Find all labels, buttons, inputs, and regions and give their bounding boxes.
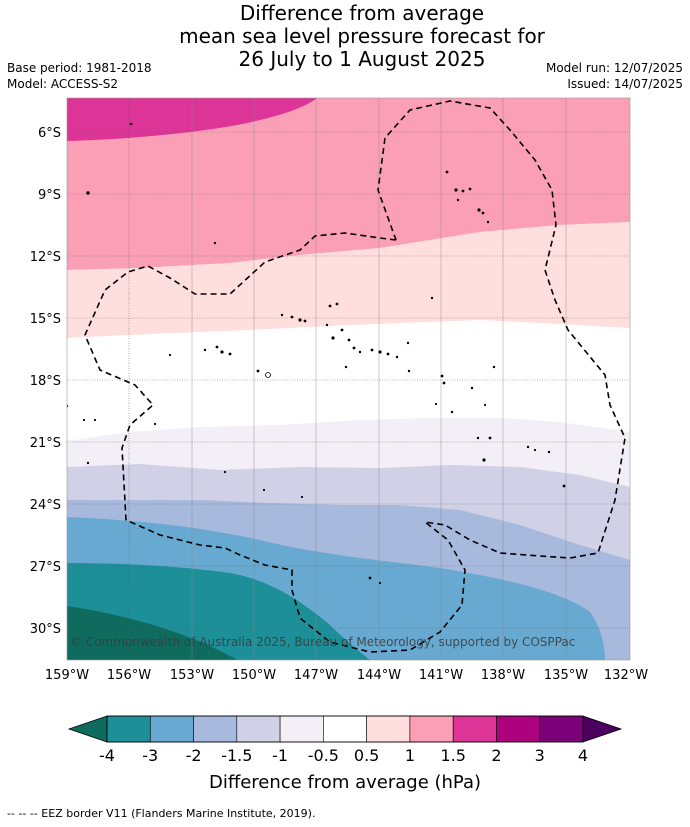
colorbar-tick-label: 4 [578,746,588,765]
colorbar-cell [452,715,497,743]
lon-label: 138°W [481,668,525,683]
colorbar-cell [409,715,454,743]
colorbar-cell [236,715,281,743]
map-frame [66,97,631,661]
lon-label: 132°W [604,668,648,683]
lat-label: 6°S [38,126,61,141]
colorbar-cell [366,715,411,743]
issued-date: Issued: 14/07/2025 [567,77,683,91]
lat-axis: 6°S 9°S 12°S 15°S 18°S 21°S 24°S 27°S 30… [30,126,61,637]
lon-label: 159°W [45,668,89,683]
colorbar-cell [279,715,324,743]
lat-label: 30°S [30,622,61,637]
colorbar-tick-label: -0.5 [308,746,339,765]
colorbar-cell [193,715,238,743]
colorbar-tick-label: -4 [99,746,115,765]
colorbar-tick-label: -2 [186,746,202,765]
colorbar-extend-high [582,715,623,743]
colorbar-cell [323,715,367,743]
lon-label: 141°W [419,668,463,683]
colorbar-tick-label: 3 [535,746,545,765]
colorbar-tick-label: 1.5 [440,746,465,765]
map-area: © Commonwealth of Australia 2025, Bureau… [67,98,630,660]
lat-label: 24°S [30,498,61,513]
lon-axis: 159°W 156°W 153°W 150°W 147°W 144°W 141°… [45,668,648,683]
colorbar-tick-label: 1 [405,746,415,765]
colorbar-label: Difference from average (hPa) [209,772,481,793]
colorbar-tick-label: -1 [272,746,288,765]
model-run: Model run: 12/07/2025 [545,61,683,75]
islands [67,122,566,585]
lat-label: 12°S [30,250,61,265]
lon-label: 150°W [232,668,276,683]
map-gridlines [67,98,630,660]
band-pink [67,98,630,270]
colorbar-cell [106,715,151,743]
lat-label: 15°S [30,312,61,327]
lon-label: 144°W [357,668,401,683]
band-light-pink [67,222,630,338]
copyright-notice: © Commonwealth of Australia 2025, Bureau… [70,635,575,649]
eez-legend: -- -- -- EEZ border V11 (Flanders Marine… [7,807,316,820]
lon-label: 147°W [294,668,338,683]
meta-left: Base period: 1981-2018 Model: ACCESS-S2 [7,60,152,92]
colorbar-extend-low [67,715,108,743]
colorbar: -4 -3 -2 -1.5 -1 -0.5 0.5 1 1.5 2 3 4 Difference fr… [67,715,623,793]
meta-right: Model run: 12/07/2025 Issued: 14/07/2025 [546,60,683,92]
colorbar-cell [496,715,541,743]
colorbar-cell [539,715,584,743]
colorbar-tick-label: -3 [142,746,158,765]
lat-label: 9°S [38,188,61,203]
title-line-1: Difference from average [239,1,485,25]
lon-label: 135°W [544,668,588,683]
colorbar-tick-label: 0.5 [354,746,379,765]
title-line-2: mean sea level pressure forecast for [179,24,545,48]
model-name: Model: ACCESS-S2 [7,77,119,91]
colorbar-tick-label: 2 [491,746,501,765]
colorbar-cell [149,715,194,743]
lat-label: 27°S [30,560,61,575]
colorbar-outline [106,715,584,743]
lon-label: 153°W [170,668,214,683]
base-period: Base period: 1981-2018 [7,61,152,75]
colorbar-tick-label: -1.5 [221,746,252,765]
title-line-3: 26 July to 1 August 2025 [238,47,486,71]
lon-label: 156°W [107,668,151,683]
map-title: Difference from average mean sea level p… [0,2,690,71]
lat-label: 21°S [30,436,61,451]
band-dark-teal [67,606,238,660]
lat-label: 18°S [30,374,61,389]
